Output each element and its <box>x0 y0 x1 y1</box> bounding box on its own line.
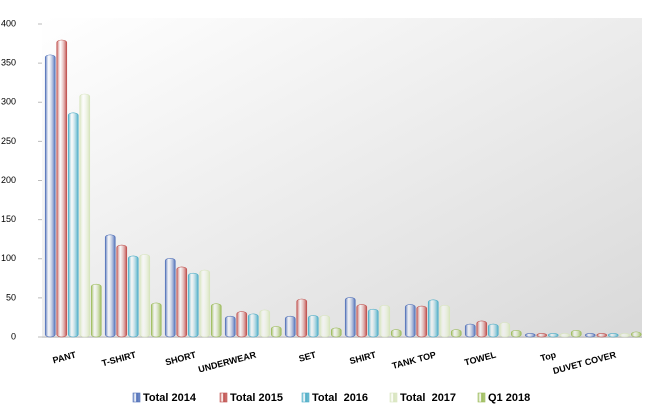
legend-swatch <box>132 392 141 403</box>
bar <box>404 304 416 338</box>
bar <box>390 329 402 338</box>
legend-label: Total 2016 <box>312 392 368 404</box>
x-tick-label: PANT <box>52 349 78 365</box>
legend-label: Total 2017 <box>400 392 456 404</box>
bar <box>487 323 499 338</box>
bar <box>127 255 139 338</box>
bar <box>104 234 116 338</box>
bar <box>510 330 522 338</box>
legend-swatch <box>389 392 398 403</box>
bar <box>164 258 176 338</box>
bar <box>476 320 488 338</box>
bar <box>536 333 548 338</box>
bar <box>187 272 199 338</box>
y-tick-label: 0 <box>11 331 16 341</box>
bar <box>524 333 536 338</box>
y-tick-label: 250 <box>1 136 16 146</box>
x-tick-label: DUVET COVER <box>552 349 618 376</box>
bar <box>356 304 368 338</box>
bar <box>319 315 331 338</box>
bar <box>439 304 451 338</box>
bar <box>210 303 222 338</box>
bar <box>224 315 236 338</box>
bar <box>547 333 559 338</box>
bar <box>379 304 391 338</box>
bar <box>416 305 428 338</box>
bar <box>236 311 248 338</box>
legend-swatch <box>219 392 228 403</box>
bar <box>44 54 56 338</box>
bar <box>427 299 439 338</box>
bar <box>79 93 91 338</box>
x-tick-label: SET <box>298 349 318 363</box>
x-tick-label: TANK TOP <box>391 350 437 371</box>
bar <box>344 297 356 338</box>
bar <box>284 315 296 338</box>
bar <box>259 309 271 338</box>
bar <box>584 333 596 338</box>
y-tick-label: 100 <box>1 253 16 263</box>
bar <box>307 315 319 338</box>
bar <box>56 39 68 338</box>
bar <box>367 308 379 338</box>
bar <box>630 331 642 338</box>
y-tick-label: 300 <box>1 97 16 107</box>
bar <box>296 298 308 338</box>
legend-label: Q1 2018 <box>488 392 530 404</box>
legend-swatch <box>477 392 486 403</box>
y-tick-label: 50 <box>6 292 16 302</box>
bar <box>247 313 259 338</box>
bar <box>90 283 102 338</box>
y-tick-label: 400 <box>1 18 16 28</box>
bar <box>330 327 342 338</box>
bar <box>116 244 128 338</box>
x-tick-label: TOWEL <box>463 349 497 367</box>
y-tick-label: 200 <box>1 175 16 185</box>
bar <box>596 333 608 338</box>
bar <box>619 333 631 338</box>
bar <box>450 329 462 338</box>
x-tick-label: SHORT <box>164 349 198 367</box>
bar <box>176 266 188 338</box>
bar <box>270 326 282 338</box>
bar <box>139 254 151 338</box>
y-tick-label: 150 <box>1 214 16 224</box>
bar <box>607 333 619 338</box>
bar <box>199 269 211 338</box>
bar <box>464 323 476 338</box>
y-tick-label: 350 <box>1 58 16 68</box>
x-tick-label: Top <box>539 349 557 363</box>
bar <box>499 322 511 338</box>
legend-swatch <box>301 392 310 403</box>
x-tick-label: UNDERWEAR <box>197 349 257 374</box>
bar <box>67 112 79 338</box>
bar <box>559 333 571 338</box>
bar <box>150 302 162 338</box>
legend-label: Total 2014 <box>143 392 197 404</box>
x-tick-label: SHIRT <box>348 349 377 366</box>
bar <box>570 330 582 338</box>
x-tick-label: T-SHIRT <box>101 349 138 368</box>
legend-label: Total 2015 <box>230 392 283 404</box>
